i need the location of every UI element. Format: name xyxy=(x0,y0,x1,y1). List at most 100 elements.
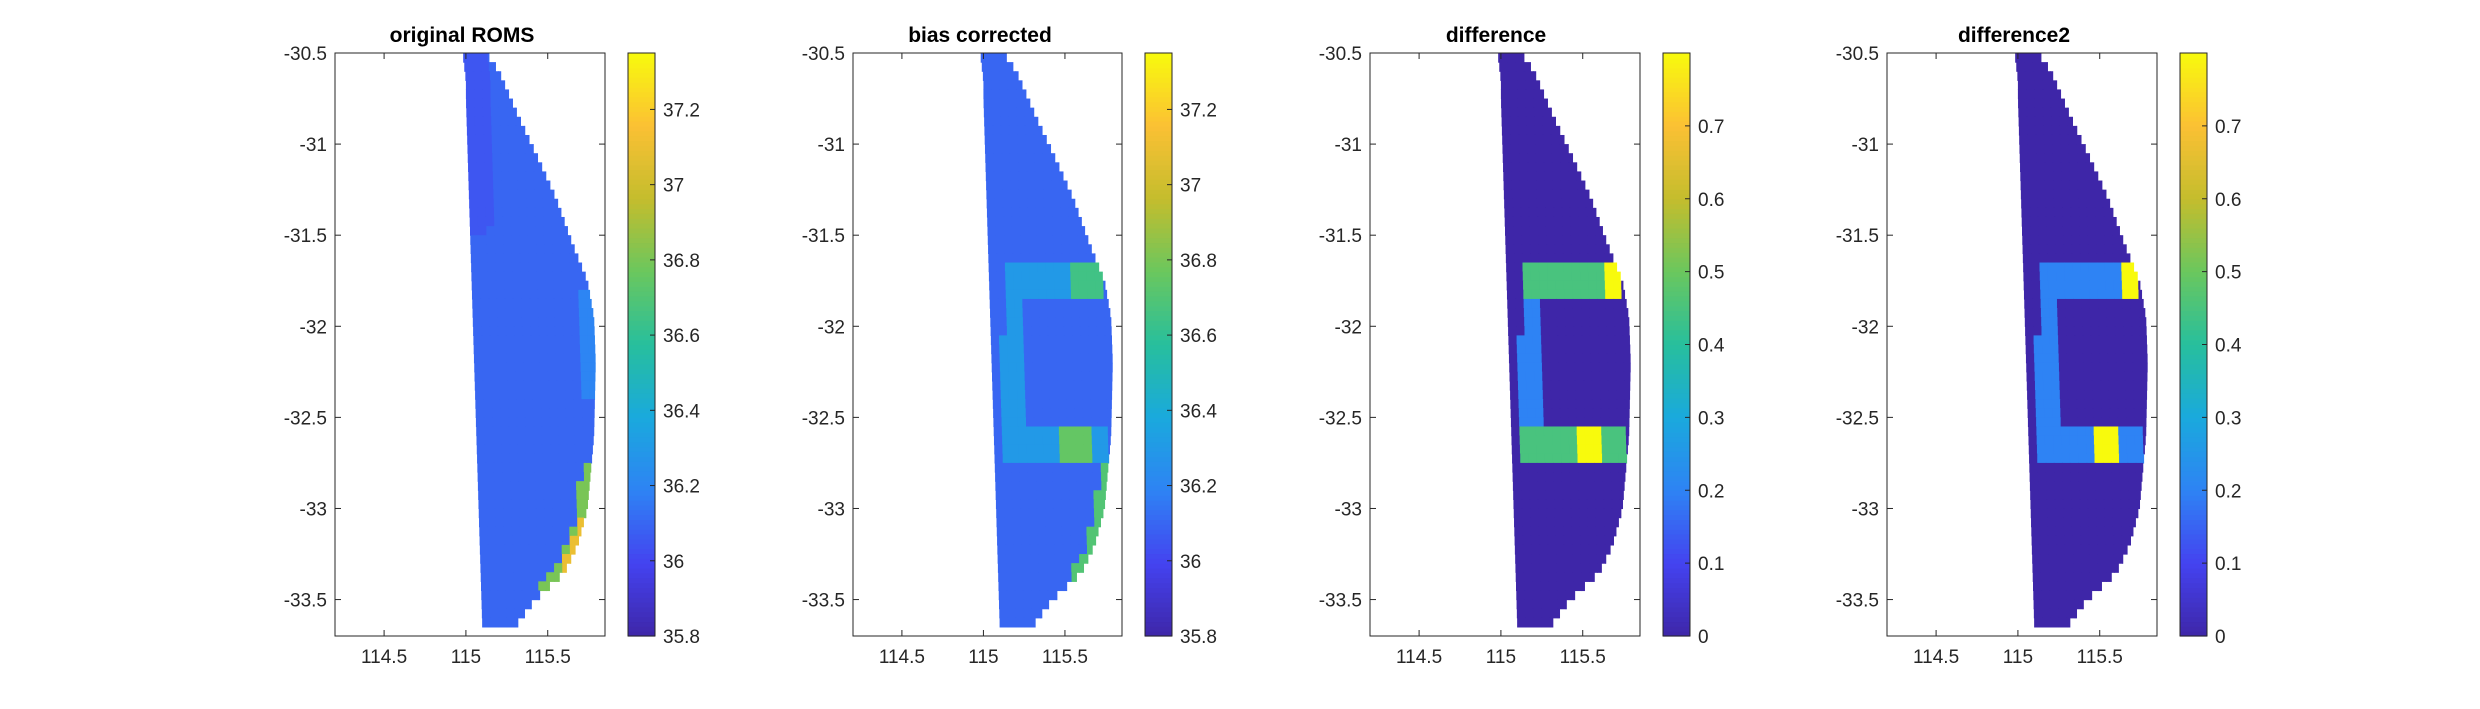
heatmap-cell xyxy=(1610,462,1620,473)
heatmap-cell xyxy=(494,481,504,491)
heatmap-cell xyxy=(1524,326,1534,336)
heatmap-cell xyxy=(1084,462,1094,473)
colorbar-segment xyxy=(1145,271,1172,278)
heatmap-cell xyxy=(516,144,526,154)
heatmap-cell xyxy=(2028,180,2038,191)
colorbar-segment xyxy=(1145,524,1172,530)
heatmap-cell xyxy=(2068,153,2078,163)
colorbar-segment xyxy=(2180,577,2207,584)
heatmap-cell xyxy=(535,216,544,227)
heatmap-cell xyxy=(1510,399,1520,409)
heatmap-cell xyxy=(2069,162,2078,173)
heatmap-cell xyxy=(2123,344,2133,355)
heatmap-cell xyxy=(1088,335,1098,346)
heatmap-cell xyxy=(1030,572,1040,582)
heatmap-cell xyxy=(2024,317,2034,327)
subplot-bias-corrected: bias corrected -30.5-31-31.5-32-32.5-33-… xyxy=(802,24,1218,668)
heatmap-cell xyxy=(1065,390,1075,400)
heatmap-cell xyxy=(1061,262,1071,273)
heatmap-cell xyxy=(542,453,552,464)
heatmap-cell xyxy=(2134,408,2143,418)
heatmap-cell xyxy=(1601,426,1610,437)
heatmap-cell xyxy=(2041,335,2051,346)
colorbar-segment xyxy=(2180,291,2207,297)
heatmap-cell xyxy=(2106,308,2116,318)
colorbar-segment xyxy=(1145,567,1172,574)
heatmap-cell xyxy=(2095,499,2105,510)
heatmap-cell xyxy=(2100,371,2109,382)
heatmap-cell xyxy=(468,180,478,191)
heatmap-cell xyxy=(2104,253,2114,264)
heatmap-cell xyxy=(1054,563,1064,573)
heatmap-cell xyxy=(1016,380,1026,391)
colorbar-segment xyxy=(1663,320,1690,326)
heatmap-cell xyxy=(2054,481,2064,491)
heatmap-cell xyxy=(2058,344,2068,355)
heatmap-cell xyxy=(1099,417,1109,428)
heatmap-cell xyxy=(2038,226,2048,236)
heatmap-cell xyxy=(1549,608,1559,619)
heatmap-cell xyxy=(2085,426,2095,437)
heatmap-cell xyxy=(1544,189,1554,200)
heatmap-cell xyxy=(2066,344,2076,355)
heatmap-cell xyxy=(1080,326,1090,336)
heatmap-cell xyxy=(1543,426,1553,437)
heatmap-cell xyxy=(2095,207,2104,218)
heatmap-cell xyxy=(559,216,565,227)
heatmap-cell xyxy=(2139,326,2147,336)
heatmap-cell xyxy=(1500,71,1510,81)
colorbar-segment xyxy=(1145,276,1172,282)
colorbar-segment xyxy=(628,334,655,341)
heatmap-cell xyxy=(1530,271,1540,282)
heatmap-cell xyxy=(1603,499,1613,510)
heatmap-cell xyxy=(514,617,519,628)
heatmap-cell xyxy=(1007,608,1017,619)
colorbar-segment xyxy=(628,456,655,462)
heatmap-cell xyxy=(510,226,520,236)
heatmap-cell xyxy=(502,472,511,482)
colorbar-segment xyxy=(2180,631,2207,637)
colorbar-segment xyxy=(1145,53,1172,59)
colorbar-segment xyxy=(1663,509,1690,516)
heatmap-cell xyxy=(991,98,1001,109)
heatmap-cell xyxy=(1004,499,1013,510)
heatmap-cell xyxy=(569,544,576,555)
heatmap-cell xyxy=(478,508,488,519)
heatmap-cell xyxy=(1588,289,1598,300)
heatmap-cell xyxy=(2133,399,2143,409)
heatmap-cell xyxy=(1517,80,1527,91)
heatmap-cell xyxy=(2122,308,2132,318)
heatmap-cell xyxy=(993,426,1003,437)
heatmap-cell xyxy=(2066,326,2075,336)
heatmap-cell xyxy=(1035,189,1045,200)
heatmap-cell xyxy=(993,435,1003,446)
heatmap-cell xyxy=(2024,298,2034,309)
colorbar-segment xyxy=(2180,247,2207,253)
heatmap-cell xyxy=(534,180,543,191)
heatmap-cell xyxy=(1598,344,1608,355)
heatmap-cell xyxy=(575,472,585,482)
heatmap-cell xyxy=(2063,517,2073,528)
heatmap-cell xyxy=(1562,226,1572,236)
heatmap-cell xyxy=(1050,162,1060,173)
heatmap-cell xyxy=(541,426,551,437)
heatmap-cell xyxy=(1516,71,1526,81)
heatmap-cell xyxy=(546,308,555,318)
heatmap-cell xyxy=(997,271,1006,282)
heatmap-cell xyxy=(1523,289,1533,300)
heatmap-cell xyxy=(1619,490,1624,500)
colorbar-segment xyxy=(1145,461,1172,467)
heatmap-cell xyxy=(1094,535,1097,546)
heatmap-cell xyxy=(1544,435,1553,446)
heatmap-cell xyxy=(1039,335,1049,346)
heatmap-cell xyxy=(1551,399,1561,409)
heatmap-cell xyxy=(2056,554,2066,564)
heatmap-cell xyxy=(1068,472,1078,482)
heatmap-cell xyxy=(1050,417,1060,428)
heatmap-cell xyxy=(2044,417,2054,428)
heatmap-cell xyxy=(527,508,537,519)
heatmap-cell xyxy=(485,462,495,473)
colorbar-segment xyxy=(1663,77,1690,83)
map-plot-area xyxy=(980,53,1113,628)
heatmap-cell xyxy=(1042,162,1052,173)
